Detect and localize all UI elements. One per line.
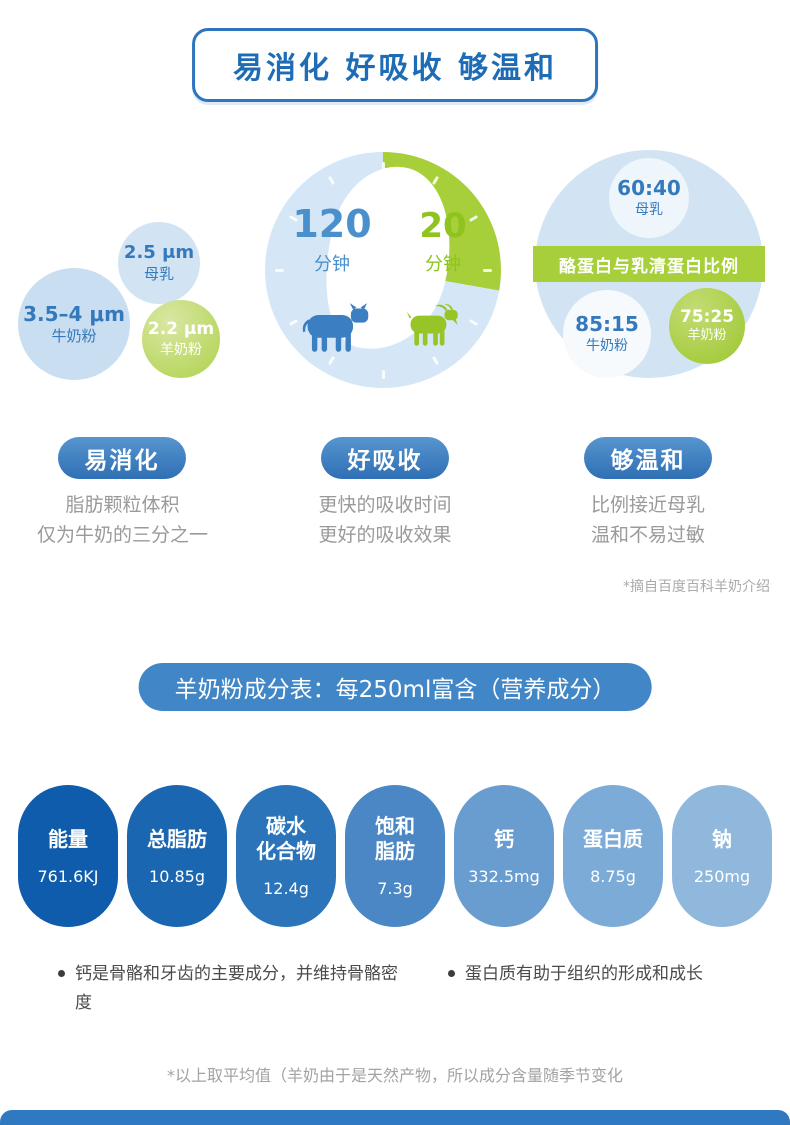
ratio-cow-milk-value: 85:15 [575, 312, 639, 337]
nutrient-value: 332.5mg [468, 866, 540, 886]
clock-tick [431, 175, 439, 185]
nutrient-value: 10.85g [149, 866, 205, 886]
cow-digestion-time: 120 [292, 202, 372, 246]
clock-tick [431, 355, 439, 365]
bullet-dot-icon [448, 970, 455, 977]
note-protein: 蛋白质有助于组织的形成和成长 [448, 960, 778, 989]
clock-tick [288, 318, 298, 326]
ratio-breast-milk-bubble: 60:40 母乳 [609, 158, 689, 238]
nutrition-pill-protein: 蛋白质 8.75g [563, 785, 663, 927]
clock-tick [381, 369, 385, 379]
note-calcium-text: 钙是骨骼和牙齿的主要成分，并维持骨骼密度 [75, 964, 398, 1013]
cow-icon [302, 303, 369, 352]
nutrient-name: 钠 [712, 826, 732, 851]
nutrient-name: 钙 [494, 826, 514, 851]
nutrient-value: 8.75g [590, 866, 636, 886]
ratio-goat-milk-value: 75:25 [679, 306, 735, 327]
nutrition-pill-saturated-fat: 饱和 脂肪 7.3g [345, 785, 445, 927]
nutrient-name: 饱和 脂肪 [375, 814, 415, 863]
clock-tick [468, 318, 478, 326]
nutrient-value: 250mg [693, 866, 751, 886]
particle-goat-milk-value: 2.2 μm [147, 319, 215, 340]
nutrition-pill-carbohydrate: 碳水 化合物 12.4g [236, 785, 336, 927]
ratio-goat-milk-bubble: 75:25 羊奶粉 [669, 288, 745, 364]
clock-tick [327, 175, 335, 185]
ratio-banner: 酪蛋白与乳清蛋白比例 [533, 246, 765, 282]
ratio-breast-milk-label: 母乳 [635, 202, 663, 219]
ratio-goat-milk-label: 羊奶粉 [687, 328, 727, 344]
feature-pill-gentle: 够温和 [584, 437, 712, 479]
particle-breast-milk-circle: 2.5 μm 母乳 [118, 222, 200, 304]
nutrient-value: 761.6KJ [37, 866, 99, 886]
digestion-clock: 120 分钟 20 分钟 [265, 152, 501, 388]
ratio-breast-milk-value: 60:40 [617, 176, 681, 201]
nutrient-name: 总脂肪 [147, 826, 207, 851]
particle-goat-milk-circle: 2.2 μm 羊奶粉 [142, 300, 220, 378]
cow-digestion-unit: 分钟 [314, 254, 350, 275]
particle-cow-milk-circle: 3.5–4 μm 牛奶粉 [18, 268, 130, 380]
particle-breast-milk-label: 母乳 [143, 264, 174, 283]
clock-tick [381, 161, 385, 171]
clock-tick [482, 268, 492, 272]
clock-tick [274, 268, 284, 272]
nutrient-name: 蛋白质 [583, 826, 643, 851]
goat-digestion-time: 20 [419, 206, 467, 246]
note-protein-text: 蛋白质有助于组织的形成和成长 [465, 964, 703, 984]
feature-pill-absorption: 好吸收 [321, 437, 449, 479]
page-title-banner: 易消化 好吸收 够温和 [192, 28, 598, 102]
feature-desc-digestion: 脂肪颗粒体积 仅为牛奶的三分之一 [36, 494, 208, 547]
nutrition-pill-row: 能量 761.6KJ 总脂肪 10.85g 碳水 化合物 12.4g 饱和 脂肪… [18, 785, 772, 927]
nutrition-pill-sodium: 钠 250mg [672, 785, 772, 927]
next-section-edge [0, 1110, 790, 1125]
source-note: *摘自百度百科羊奶介绍 [623, 579, 770, 595]
particle-breast-milk-value: 2.5 μm [123, 242, 195, 263]
protein-ratio-diagram: 60:40 母乳 酪蛋白与乳清蛋白比例 85:15 牛奶粉 75:25 羊奶粉 [533, 150, 765, 378]
bullet-dot-icon [58, 970, 65, 977]
feature-desc-gentle: 比例接近母乳 温和不易过敏 [590, 494, 705, 547]
particle-cow-milk-value: 3.5–4 μm [23, 301, 125, 326]
nutrition-pill-total-fat: 总脂肪 10.85g [127, 785, 227, 927]
clock-tick [327, 355, 335, 365]
nutrient-value: 7.3g [377, 879, 413, 898]
feature-pill-digestion: 易消化 [58, 437, 186, 479]
particle-goat-milk-label: 羊奶粉 [160, 341, 202, 358]
nutrition-pill-energy: 能量 761.6KJ [18, 785, 118, 927]
nutrient-name: 能量 [48, 826, 88, 851]
nutrition-banner: 羊奶粉成分表：每250ml富含（营养成分） [138, 663, 652, 711]
footer-note: *以上取平均值（羊奶由于是天然产物，所以成分含量随季节变化 [166, 1066, 623, 1085]
feature-desc-absorption: 更快的吸收时间 更好的吸收效果 [318, 494, 452, 547]
ratio-cow-milk-bubble: 85:15 牛奶粉 [563, 290, 651, 378]
particle-cow-milk-label: 牛奶粉 [51, 326, 97, 345]
nutrient-value: 12.4g [263, 879, 309, 898]
note-calcium: 钙是骨骼和牙齿的主要成分，并维持骨骼密度 [58, 960, 410, 1018]
nutrient-name: 碳水 化合物 [256, 814, 316, 863]
goat-icon [406, 304, 458, 346]
nutrition-pill-calcium: 钙 332.5mg [454, 785, 554, 927]
page-title: 易消化 好吸收 够温和 [233, 51, 557, 86]
ratio-cow-milk-label: 牛奶粉 [586, 338, 628, 355]
goat-digestion-unit: 分钟 [425, 254, 461, 275]
